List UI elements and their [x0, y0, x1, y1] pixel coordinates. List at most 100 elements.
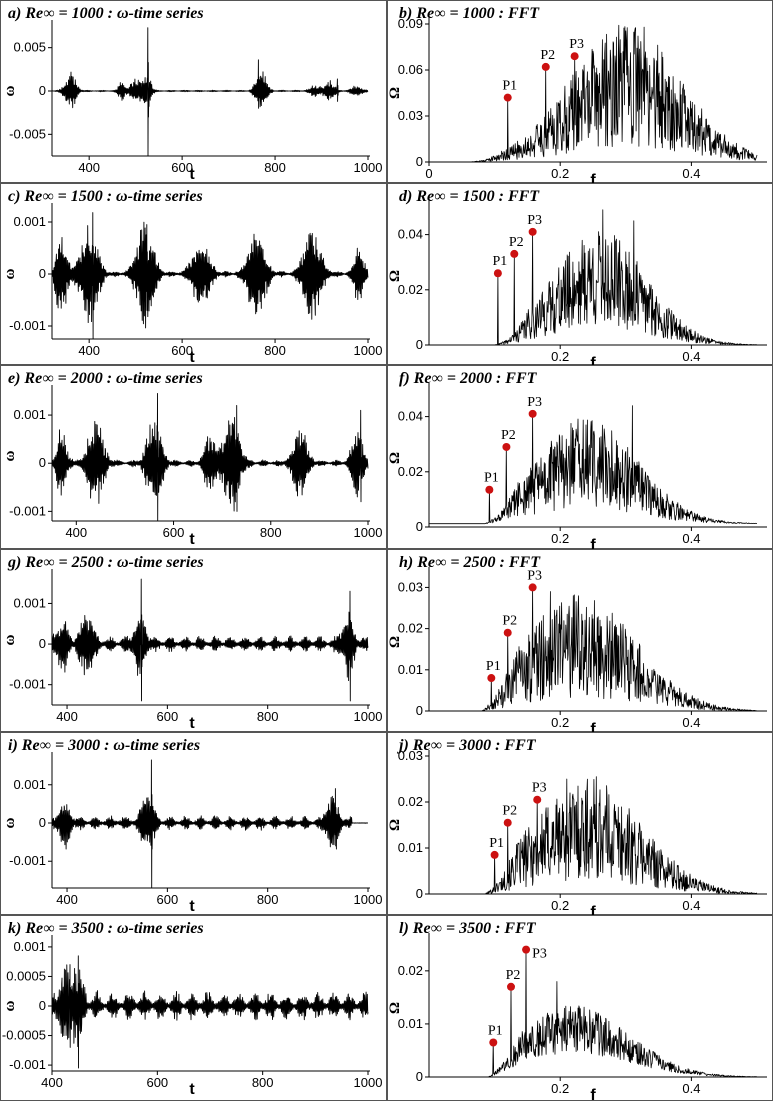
x-axis-label: t [189, 349, 195, 365]
y-tick-label: -0.005 [9, 126, 46, 141]
y-tick-label: 0 [416, 886, 423, 901]
omega-series-line [51, 27, 369, 157]
x-tick-label: 600 [171, 160, 193, 175]
x-axis-label: t [189, 898, 195, 915]
spectrum-series-line [429, 405, 758, 525]
peak-label-p3: P3 [532, 947, 547, 962]
y-tick-label: 0 [416, 1069, 423, 1084]
peak-marker-p2 [503, 818, 512, 827]
x-tick-label: 1000 [354, 525, 383, 540]
omega-series-line [51, 392, 369, 522]
y-axis-label: Ω [387, 452, 403, 464]
peak-marker-p3 [528, 227, 537, 236]
peak-marker-p2 [507, 982, 515, 991]
peak-marker-p3 [528, 409, 537, 418]
chart-panel-h: h) Re∞ = 2500 : FFT 0.03 0.02 0.01 0 0.2 0.4 f Ω… [387, 549, 773, 732]
y-tick-label: 0.001 [13, 214, 46, 229]
y-tick-label: 0 [39, 266, 46, 281]
y-axis-label: ω [2, 817, 18, 828]
y-tick-label: -0.001 [9, 1057, 46, 1072]
y-axis-label: ω [2, 85, 18, 96]
y-tick-label: 0.02 [398, 282, 423, 297]
x-tick-label: 1000 [354, 892, 383, 907]
chart-title: h) Re∞ = 2500 : FFT [399, 554, 541, 571]
panel-frame [387, 732, 773, 915]
spectrum-series-line [429, 24, 758, 163]
x-axis-label: f [590, 721, 596, 732]
peak-label-p2: P2 [502, 804, 517, 819]
y-tick-label: 0.001 [13, 407, 46, 422]
x-axis-label: f [590, 537, 596, 549]
y-tick-label: 0.01 [398, 840, 423, 855]
x-tick-label: 0.4 [682, 715, 700, 730]
x-tick-label: 0.2 [551, 349, 569, 364]
peak-marker-p3 [533, 795, 542, 804]
y-axis-label: Ω [387, 819, 403, 831]
y-tick-label: 0 [416, 703, 423, 718]
peak-label-p1: P1 [502, 79, 517, 94]
spectrum-series-line [429, 587, 758, 712]
y-tick-label: 0.01 [398, 662, 423, 677]
peak-label-p2: P2 [501, 428, 516, 443]
panel-frame [387, 0, 773, 183]
y-tick-label: 0.02 [398, 794, 423, 809]
x-tick-label: 0.4 [682, 349, 700, 364]
y-tick-label: 0.001 [13, 595, 46, 610]
peak-label-p2: P2 [502, 614, 517, 629]
y-tick-label: 0 [39, 815, 46, 830]
peak-marker-p3 [570, 52, 579, 61]
y-axis-label: ω [2, 1000, 18, 1011]
chart-panel-a: a) Re∞ = 1000 : ω-time series 0.005 0 -0.00… [0, 0, 387, 183]
x-tick-label: 800 [264, 160, 286, 175]
x-tick-label: 600 [157, 709, 179, 724]
x-axis-label: f [590, 172, 596, 183]
peak-marker-p1 [487, 674, 496, 683]
y-tick-label: 0 [416, 154, 423, 169]
peak-marker-p1 [485, 485, 494, 494]
y-tick-label: 0.02 [398, 621, 423, 636]
y-tick-label: -0.001 [9, 677, 46, 692]
chart-panel-l: l) Re∞ = 3500 : FFT 0.02 0.01 0 0.2 0.4 f Ω P1 P2… [387, 915, 773, 1101]
panel-frame [0, 365, 387, 549]
x-tick-label: 0.2 [551, 1081, 569, 1096]
x-tick-label: 400 [65, 525, 87, 540]
peak-marker-p1 [493, 269, 502, 278]
y-tick-label: 0.005 [13, 40, 46, 55]
y-tick-label: -0.001 [9, 503, 46, 518]
x-tick-label: 400 [56, 709, 78, 724]
x-axis-label: f [590, 1087, 596, 1101]
y-tick-label: 0.03 [398, 108, 423, 123]
panel-frame [0, 0, 387, 183]
peak-label-p1: P1 [486, 659, 501, 674]
y-tick-label: 0.09 [398, 16, 423, 31]
peak-marker-p2 [502, 442, 511, 451]
x-tick-label: 0.2 [551, 715, 569, 730]
x-tick-label: 1000 [354, 1075, 383, 1090]
y-tick-label: 0.03 [398, 748, 423, 763]
peak-marker-p3 [522, 945, 531, 954]
chart-panel-g: g) Re∞ = 2500 : ω-time series 0.001 0 -0.00… [0, 549, 387, 732]
peak-marker-p1 [490, 850, 499, 859]
y-tick-label: 0.0005 [6, 968, 46, 983]
chart-title: f) Re∞ = 2000 : FFT [399, 370, 538, 387]
panel-frame [0, 549, 387, 732]
x-axis-label: f [590, 355, 596, 365]
y-tick-label: 0.001 [13, 939, 46, 954]
omega-series-line [51, 212, 369, 340]
y-tick-label: -0.001 [9, 853, 46, 868]
omega-series-line [51, 759, 369, 889]
x-tick-label: 800 [264, 343, 286, 358]
x-tick-label: 600 [146, 1075, 168, 1090]
x-tick-label: 400 [78, 160, 100, 175]
y-tick-label: 0.03 [398, 579, 423, 594]
x-tick-label: 600 [171, 343, 193, 358]
chart-panel-e: e) Re∞ = 2000 : ω-time series 0.001 0 -0.00… [0, 365, 387, 549]
x-tick-label: 0.2 [551, 898, 569, 913]
peak-label-p1: P1 [489, 836, 504, 851]
chart-title: i) Re∞ = 3000 : ω-time series [8, 737, 200, 754]
peak-label-p2: P2 [506, 968, 521, 983]
y-axis-label: Ω [387, 270, 403, 282]
x-tick-label: 400 [41, 1075, 63, 1090]
y-tick-label: 0 [416, 337, 423, 352]
y-tick-label: 0 [39, 83, 46, 98]
